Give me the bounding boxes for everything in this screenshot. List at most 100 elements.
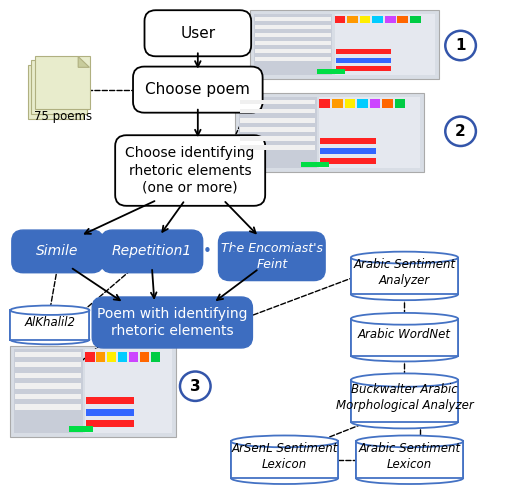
Bar	[254, 14, 332, 75]
Bar	[336, 66, 391, 71]
Bar	[255, 17, 331, 21]
Bar	[351, 380, 458, 422]
Bar	[15, 352, 81, 357]
Bar	[69, 425, 93, 432]
Ellipse shape	[231, 435, 338, 447]
Bar	[15, 394, 81, 399]
Bar	[255, 57, 331, 61]
Bar	[107, 352, 116, 361]
Bar	[240, 127, 315, 132]
Bar	[231, 441, 338, 478]
FancyBboxPatch shape	[250, 10, 439, 79]
Text: Buckwalter Arabic
Morphological Analyzer: Buckwalter Arabic Morphological Analyzer	[336, 383, 473, 412]
FancyBboxPatch shape	[35, 56, 90, 109]
Bar	[317, 70, 345, 74]
Bar	[357, 100, 368, 108]
Bar	[15, 404, 81, 410]
Bar	[320, 97, 420, 168]
FancyBboxPatch shape	[28, 66, 83, 119]
Bar	[239, 97, 317, 168]
Text: 3: 3	[190, 379, 201, 394]
Bar	[321, 158, 376, 164]
Ellipse shape	[231, 472, 338, 484]
Text: Choose poem: Choose poem	[145, 82, 250, 97]
Bar	[336, 49, 391, 54]
Bar	[129, 352, 138, 361]
Bar	[86, 409, 134, 416]
Text: The Encomiast's
Feint: The Encomiast's Feint	[221, 242, 323, 271]
Bar	[345, 100, 355, 108]
Polygon shape	[78, 57, 89, 68]
Bar	[336, 58, 391, 63]
Bar	[356, 441, 463, 478]
Text: Arabic Sentiment
Lexicon: Arabic Sentiment Lexicon	[359, 442, 461, 471]
Bar	[410, 16, 421, 23]
Text: Simile: Simile	[36, 245, 78, 258]
FancyBboxPatch shape	[101, 230, 203, 273]
FancyBboxPatch shape	[115, 135, 265, 206]
FancyBboxPatch shape	[219, 232, 325, 281]
Bar	[140, 352, 149, 361]
Text: 1: 1	[456, 38, 466, 53]
Bar	[85, 350, 172, 433]
Text: 75 poems: 75 poems	[33, 110, 92, 123]
Bar	[255, 25, 331, 29]
Bar	[369, 100, 380, 108]
Bar	[351, 319, 458, 355]
Bar	[255, 33, 331, 37]
Bar	[10, 310, 89, 340]
Text: ArSenL Sentiment
Lexicon: ArSenL Sentiment Lexicon	[231, 442, 338, 471]
Bar	[255, 49, 331, 53]
Bar	[398, 16, 408, 23]
Bar	[240, 118, 315, 123]
Ellipse shape	[10, 335, 89, 344]
FancyBboxPatch shape	[12, 230, 103, 273]
Bar	[240, 136, 315, 141]
FancyBboxPatch shape	[31, 61, 87, 114]
Circle shape	[445, 116, 476, 146]
FancyBboxPatch shape	[133, 67, 263, 113]
Bar	[14, 350, 83, 433]
Bar	[351, 257, 458, 294]
Bar	[15, 362, 81, 367]
Bar	[320, 100, 330, 108]
Bar	[86, 397, 134, 404]
Bar	[372, 16, 383, 23]
Bar	[240, 100, 315, 105]
Text: Poem with identifying
rhetoric elements: Poem with identifying rhetoric elements	[97, 307, 248, 338]
Ellipse shape	[356, 472, 463, 484]
Text: Repetition1: Repetition1	[112, 245, 192, 258]
Bar	[382, 100, 393, 108]
Bar	[255, 41, 331, 45]
Text: Arabic WordNet: Arabic WordNet	[358, 328, 451, 341]
Ellipse shape	[351, 373, 458, 387]
Text: 2: 2	[455, 124, 466, 139]
Bar	[321, 148, 376, 154]
Bar	[150, 352, 160, 361]
FancyBboxPatch shape	[10, 346, 176, 437]
Bar	[334, 14, 435, 75]
Bar	[86, 420, 134, 427]
Ellipse shape	[351, 415, 458, 428]
Bar	[240, 145, 315, 150]
Bar	[351, 257, 458, 294]
Circle shape	[180, 372, 210, 401]
Bar	[118, 352, 127, 361]
FancyBboxPatch shape	[92, 297, 252, 348]
Ellipse shape	[351, 288, 458, 300]
Ellipse shape	[351, 251, 458, 263]
FancyBboxPatch shape	[145, 10, 251, 56]
Text: Arabic Sentiment
Analyzer: Arabic Sentiment Analyzer	[353, 258, 456, 287]
Bar	[332, 100, 343, 108]
Bar	[321, 138, 376, 144]
Bar	[347, 16, 358, 23]
Bar	[334, 16, 345, 23]
Bar	[301, 162, 329, 167]
Bar	[240, 109, 315, 113]
Bar	[15, 383, 81, 388]
Bar	[385, 16, 396, 23]
Bar	[15, 373, 81, 378]
Ellipse shape	[356, 435, 463, 447]
Text: Choose identifying
rhetoric elements
(one or more): Choose identifying rhetoric elements (on…	[126, 146, 255, 195]
FancyBboxPatch shape	[234, 93, 424, 172]
